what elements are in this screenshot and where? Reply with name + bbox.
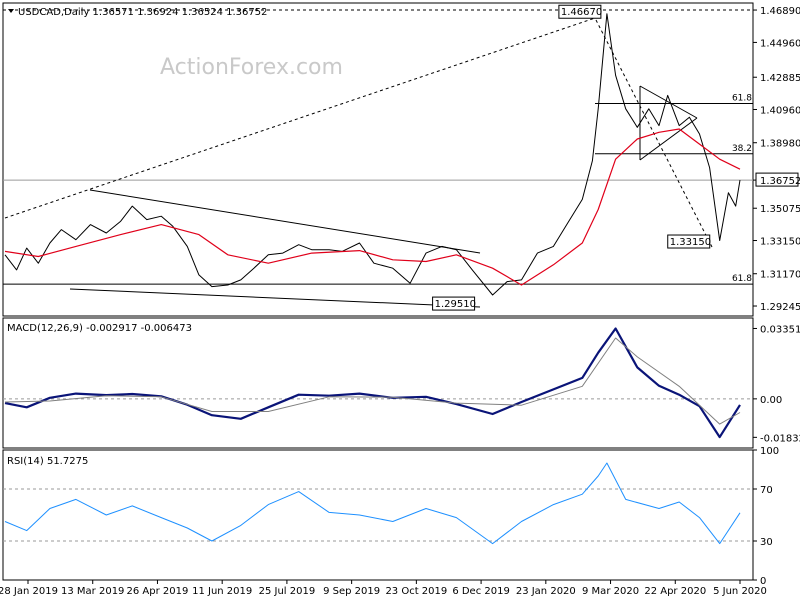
sma-series-line bbox=[4, 128, 741, 286]
rsi-y-tick-label: 30 bbox=[760, 537, 773, 548]
price-y-tick-label: 1.40960 bbox=[760, 106, 800, 117]
trendline-upper bbox=[89, 189, 481, 254]
date-tick-label: 23 Oct 2019 bbox=[385, 586, 447, 597]
date-tick-label: 22 Apr 2020 bbox=[644, 586, 706, 597]
date-tick-label: 11 Jun 2019 bbox=[192, 586, 252, 597]
price-callout-label: 1.29510 bbox=[435, 299, 476, 310]
price-y-tick-label: 1.35075 bbox=[760, 204, 800, 215]
rsi-panel bbox=[2, 449, 754, 581]
macd-signal-line bbox=[4, 337, 741, 425]
date-tick-label: 25 Jul 2019 bbox=[259, 586, 316, 597]
rsi-y-tick-label: 70 bbox=[760, 485, 773, 496]
rsi-y-tick-label: 0 bbox=[760, 576, 766, 587]
price-y-tick-label: 1.29245 bbox=[760, 302, 800, 313]
price-callout-box bbox=[558, 4, 602, 19]
triangle-upper-line bbox=[639, 85, 698, 119]
rsi-line bbox=[4, 462, 741, 545]
price-y-tick-label: 1.42885 bbox=[760, 73, 800, 84]
price-y-tick-label: 1.31170 bbox=[760, 270, 800, 281]
watermark: ActionForex.com bbox=[160, 55, 343, 80]
date-tick-label: 9 Mar 2020 bbox=[582, 586, 639, 597]
rsi-header: RSI(14) 51.7275 bbox=[7, 456, 88, 467]
fib-label: 61.8 bbox=[732, 274, 752, 284]
date-tick-label: 26 Apr 2019 bbox=[127, 586, 189, 597]
macd-y-tick-label: 0.00 bbox=[760, 395, 782, 406]
trendline-lower bbox=[69, 288, 481, 308]
macd-header: MACD(12,26,9) -0.002917 -0.006473 bbox=[7, 323, 192, 334]
price-series-line bbox=[4, 13, 741, 296]
date-tick-label: 13 Mar 2019 bbox=[61, 586, 124, 597]
macd-line bbox=[4, 327, 741, 439]
price-callout-box bbox=[432, 296, 476, 311]
price-header: USDCAD,Daily 1.36571 1.36924 1.36524 1.3… bbox=[8, 7, 268, 18]
date-tick-label: 6 Dec 2019 bbox=[452, 586, 510, 597]
fib-label: 61.8 bbox=[732, 93, 752, 103]
date-tick-label: 23 Jan 2020 bbox=[516, 586, 576, 597]
price-callout-label: 1.33150 bbox=[670, 237, 711, 248]
price-y-tick-label: 1.44960 bbox=[760, 38, 800, 49]
macd-panel bbox=[2, 317, 754, 449]
price-header-text: USDCAD,Daily 1.36571 1.36924 1.36524 1.3… bbox=[18, 7, 268, 18]
macd-y-tick-label: -0.018324 bbox=[760, 433, 800, 444]
price-callout-box bbox=[667, 234, 711, 249]
fib-label: 38.2 bbox=[732, 144, 752, 154]
price-y-tick-label: 1.36752 bbox=[760, 176, 800, 187]
current-price-box bbox=[755, 172, 799, 187]
dotted-trendline-low-to-high bbox=[4, 17, 596, 219]
date-tick-label: 9 Sep 2019 bbox=[323, 586, 380, 597]
macd-y-tick-label: 0.033515 bbox=[760, 324, 800, 335]
price-callout-label: 1.46670 bbox=[561, 7, 602, 18]
date-tick-label: 5 Jun 2020 bbox=[713, 586, 767, 597]
triangle-lower-line bbox=[639, 117, 698, 161]
date-tick-label: 28 Jan 2019 bbox=[0, 586, 58, 597]
price-y-tick-label: 1.46890 bbox=[760, 6, 800, 17]
price-y-tick-label: 1.33150 bbox=[760, 237, 800, 248]
price-y-tick-label: 1.38980 bbox=[760, 139, 800, 150]
rsi-y-tick-label: 100 bbox=[760, 446, 779, 457]
